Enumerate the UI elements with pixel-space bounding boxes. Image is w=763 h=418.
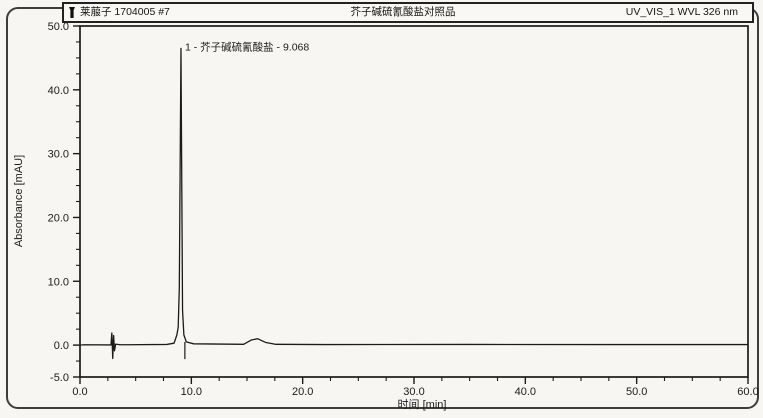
sample-name: 莱菔子 1704005 #7 (80, 6, 170, 19)
y-tick-label: 50.0 (48, 21, 69, 33)
y-tick-label: 0.0 (54, 340, 69, 352)
header-strip: 莱菔子 1704005 #7 芥子碱硫氰酸盐对照品 UV_VIS_1 WVL 3… (62, 2, 754, 23)
x-tick-label: 50.0 (626, 386, 647, 398)
y-tick-label: 20.0 (48, 212, 69, 224)
x-tick-label: 10.0 (181, 386, 202, 398)
x-tick-label: 20.0 (292, 386, 313, 398)
chart-title: 芥子碱硫氰酸盐对照品 (350, 6, 456, 19)
y-tick-label: -5.0 (50, 372, 69, 384)
y-tick-label: 10.0 (48, 276, 69, 288)
x-axis-title: 时间 [min] (398, 398, 447, 411)
detector-channel: UV_VIS_1 WVL 326 nm (625, 6, 738, 19)
x-tick-label: 0.0 (72, 386, 87, 398)
trace-line (79, 47, 748, 360)
y-tick-label: 30.0 (48, 149, 69, 161)
x-tick-label: 60.0 (737, 386, 758, 398)
peak-label: 1 - 芥子碱硫氰酸盐 - 9.068 (185, 40, 309, 53)
vial-icon (68, 6, 76, 19)
header-sample: 莱菔子 1704005 #7 (64, 6, 291, 19)
y-tick-label: 40.0 (48, 85, 69, 97)
x-tick-label: 30.0 (403, 386, 424, 398)
x-tick-label: 40.0 (515, 386, 536, 398)
